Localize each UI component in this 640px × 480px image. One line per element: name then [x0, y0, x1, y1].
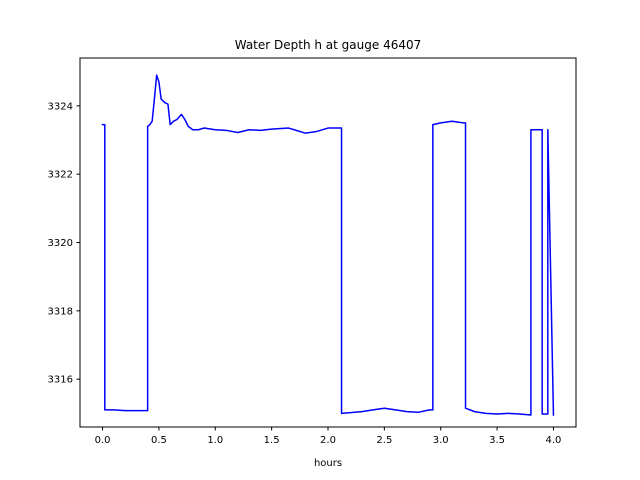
series-line-0 — [101, 74, 555, 416]
x-tick-label: 2.0 — [320, 435, 336, 446]
y-tick-label: 3316 — [48, 375, 73, 386]
y-axis: 3316 3318 3320 3322 3324 — [48, 101, 80, 386]
chart-title: Water Depth h at gauge 46407 — [235, 38, 422, 52]
plot-area — [101, 74, 555, 416]
x-tick-label: 1.0 — [207, 435, 223, 446]
x-tick-label: 0.0 — [95, 435, 111, 446]
x-tick-label: 3.0 — [433, 435, 449, 446]
x-tick-label: 3.5 — [489, 435, 505, 446]
y-tick-label: 3318 — [48, 306, 73, 317]
x-axis: 0.0 0.5 1.0 1.5 2.0 2.5 3.0 3.5 4.0 — [95, 427, 562, 446]
y-tick-label: 3324 — [48, 101, 73, 112]
x-tick-label: 2.5 — [376, 435, 392, 446]
y-tick-label: 3320 — [48, 238, 73, 249]
x-axis-label: hours — [314, 458, 342, 469]
x-tick-label: 0.5 — [151, 435, 167, 446]
x-tick-label: 4.0 — [546, 435, 562, 446]
x-tick-label: 1.5 — [264, 435, 280, 446]
y-tick-label: 3322 — [48, 170, 73, 181]
